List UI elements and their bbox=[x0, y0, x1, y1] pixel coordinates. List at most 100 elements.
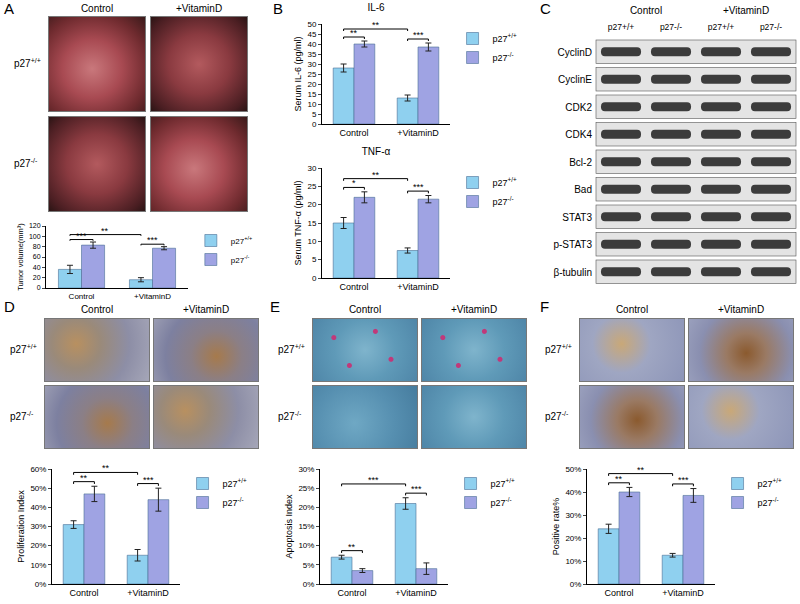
svg-text:25: 25 bbox=[307, 70, 316, 79]
svg-text:+VitaminD: +VitaminD bbox=[662, 588, 704, 598]
svg-text:Control: Control bbox=[339, 128, 368, 138]
svg-text:Control: Control bbox=[69, 588, 98, 598]
svg-text:p27​+/+​: p27​+/+​ bbox=[491, 477, 515, 489]
svg-text:CDK2: CDK2 bbox=[565, 102, 592, 113]
svg-text:p-STAT3: p-STAT3 bbox=[553, 239, 592, 250]
svg-text:p27+/+: p27+/+ bbox=[708, 22, 735, 32]
svg-text:25%: 25% bbox=[298, 484, 314, 493]
svg-text:p27​+/+​: p27​+/+​ bbox=[493, 32, 517, 44]
svg-text:50: 50 bbox=[307, 20, 316, 29]
svg-text:Bad: Bad bbox=[574, 184, 592, 195]
svg-text:Tumor volume(mm³): Tumor volume(mm³) bbox=[16, 223, 25, 291]
svg-text:Control: Control bbox=[630, 5, 662, 16]
svg-text:30%: 30% bbox=[565, 511, 581, 520]
svg-text:***: *** bbox=[413, 182, 424, 192]
svg-text:Serum TNF-α (pg/ml): Serum TNF-α (pg/ml) bbox=[293, 180, 303, 265]
svg-text:**: ** bbox=[101, 226, 109, 236]
svg-text:+VitaminD: +VitaminD bbox=[134, 292, 171, 301]
svg-text:40: 40 bbox=[307, 40, 316, 49]
svg-text:**: ** bbox=[637, 465, 645, 475]
svg-text:40: 40 bbox=[33, 264, 41, 271]
svg-text:100: 100 bbox=[29, 233, 41, 240]
svg-text:CDK4: CDK4 bbox=[565, 129, 592, 140]
svg-text:Control: Control bbox=[339, 282, 368, 292]
svg-text:p27​+/+​: p27​+/+​ bbox=[231, 235, 252, 245]
svg-text:30%: 30% bbox=[30, 522, 46, 531]
svg-text:10: 10 bbox=[307, 237, 316, 246]
svg-text:30%: 30% bbox=[298, 465, 314, 474]
svg-text:CyclinD: CyclinD bbox=[558, 47, 592, 58]
svg-text:p27​-/-​: p27​-/-​ bbox=[231, 254, 250, 264]
svg-text:10%: 10% bbox=[298, 541, 314, 550]
svg-text:Apoptosis Index: Apoptosis Index bbox=[284, 494, 294, 559]
svg-text:50%: 50% bbox=[30, 484, 46, 493]
svg-text:p27​+/+​: p27​+/+​ bbox=[493, 176, 517, 188]
svg-text:0%: 0% bbox=[570, 580, 582, 589]
svg-text:35: 35 bbox=[307, 50, 316, 59]
svg-text:0: 0 bbox=[312, 120, 317, 129]
svg-text:p27-/-: p27-/- bbox=[760, 22, 782, 32]
svg-text:10: 10 bbox=[307, 100, 316, 109]
svg-text:***: *** bbox=[413, 30, 424, 40]
svg-text:p27​-/-​: p27​-/-​ bbox=[223, 496, 244, 508]
svg-text:0%: 0% bbox=[35, 580, 47, 589]
svg-text:+VitaminD: +VitaminD bbox=[127, 588, 169, 598]
svg-text:60%: 60% bbox=[30, 465, 46, 474]
svg-text:***: *** bbox=[147, 235, 158, 245]
svg-text:10%: 10% bbox=[565, 557, 581, 566]
svg-text:0%: 0% bbox=[303, 580, 315, 589]
svg-text:p27​-/-​: p27​-/-​ bbox=[491, 496, 512, 508]
svg-text:***: *** bbox=[76, 231, 87, 241]
svg-text:Control: Control bbox=[337, 588, 366, 598]
svg-text:80: 80 bbox=[33, 243, 41, 250]
svg-text:5: 5 bbox=[312, 110, 317, 119]
svg-text:Control: Control bbox=[604, 588, 633, 598]
svg-text:IL-6: IL-6 bbox=[367, 2, 385, 13]
svg-text:20: 20 bbox=[307, 80, 316, 89]
svg-text:25: 25 bbox=[307, 182, 316, 191]
svg-text:20: 20 bbox=[307, 200, 316, 209]
svg-text:CyclinE: CyclinE bbox=[558, 74, 592, 85]
svg-text:*: * bbox=[352, 178, 356, 188]
svg-text:50%: 50% bbox=[565, 465, 581, 474]
svg-text:***: *** bbox=[411, 484, 422, 494]
svg-text:+VitaminD: +VitaminD bbox=[397, 282, 439, 292]
svg-text:p27-/-: p27-/- bbox=[660, 22, 682, 32]
svg-text:p27​+/+​: p27​+/+​ bbox=[223, 477, 247, 489]
svg-text:**: ** bbox=[350, 28, 358, 38]
svg-text:***: *** bbox=[368, 475, 379, 485]
svg-text:TNF-α: TNF-α bbox=[362, 146, 391, 157]
svg-text:Positive rate%: Positive rate% bbox=[551, 498, 561, 556]
svg-text:40%: 40% bbox=[565, 488, 581, 497]
svg-text:0: 0 bbox=[37, 284, 41, 291]
svg-text:30: 30 bbox=[307, 60, 316, 69]
svg-text:60: 60 bbox=[33, 253, 41, 260]
svg-text:***: *** bbox=[678, 475, 689, 485]
svg-text:Serum IL-6 (pg/ml): Serum IL-6 (pg/ml) bbox=[293, 36, 303, 111]
svg-text:20%: 20% bbox=[30, 541, 46, 550]
svg-text:10%: 10% bbox=[30, 561, 46, 570]
svg-text:30: 30 bbox=[307, 164, 316, 173]
svg-text:+VitaminD: +VitaminD bbox=[395, 588, 437, 598]
svg-text:20: 20 bbox=[33, 274, 41, 281]
svg-text:**: ** bbox=[615, 474, 623, 484]
svg-text:5%: 5% bbox=[303, 561, 315, 570]
svg-text:Control: Control bbox=[69, 292, 95, 301]
svg-text:+VitaminD: +VitaminD bbox=[397, 128, 439, 138]
svg-text:**: ** bbox=[348, 542, 356, 552]
svg-text:**: ** bbox=[372, 20, 380, 30]
svg-text:20%: 20% bbox=[298, 503, 314, 512]
svg-text:p27​+/+​: p27​+/+​ bbox=[758, 477, 782, 489]
svg-text:20%: 20% bbox=[565, 534, 581, 543]
svg-text:40%: 40% bbox=[30, 503, 46, 512]
svg-text:15: 15 bbox=[307, 219, 316, 228]
svg-text:p27​-/-​: p27​-/-​ bbox=[758, 496, 779, 508]
svg-text:120: 120 bbox=[29, 222, 41, 229]
svg-text:15: 15 bbox=[307, 90, 316, 99]
svg-text:STAT3: STAT3 bbox=[562, 212, 592, 223]
svg-text:Bcl-2: Bcl-2 bbox=[569, 157, 592, 168]
svg-text:p27​-/-​: p27​-/-​ bbox=[493, 51, 514, 63]
svg-text:45: 45 bbox=[307, 30, 316, 39]
svg-text:***: *** bbox=[143, 475, 154, 485]
svg-text:5: 5 bbox=[312, 255, 317, 264]
